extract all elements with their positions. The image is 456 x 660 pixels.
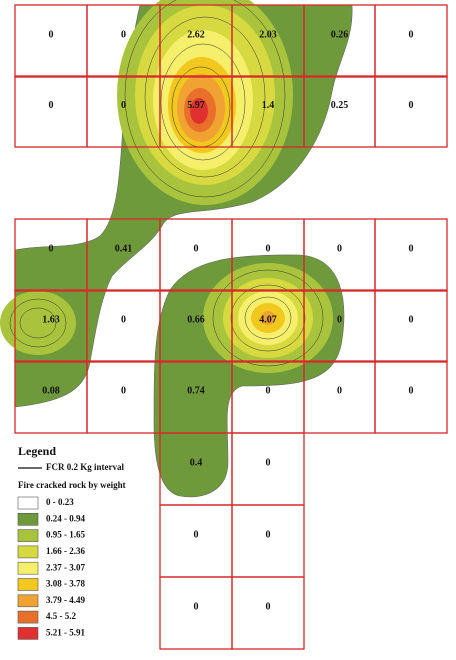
cell-value: 1.63 — [42, 314, 60, 325]
cell-value: 0 — [49, 29, 54, 40]
contour-lines — [9, 0, 324, 367]
grid: 0 0 2.62 2.03 0.26 0 0 0 5.97 1.4 0.25 0 0 0.41 0 0 0 0 1.… — [14, 4, 448, 650]
cell-value: 0 — [409, 29, 414, 40]
legend-classes: 0 - 0.23 0.24 - 0.94 0.95 - 1.65 1.66 - 2.3… — [17, 496, 85, 640]
legend-swatch — [17, 578, 39, 591]
legend-class-label: 2.37 - 3.07 — [46, 562, 85, 572]
cell-value: 0 — [409, 314, 414, 325]
legend-fill-title: Fire cracked rock by weight — [18, 480, 126, 490]
grid-cell — [374, 360, 448, 434]
legend-class-label: 3.08 - 3.78 — [46, 579, 85, 589]
cell-value: 0 — [409, 100, 414, 111]
cell-value: 0 — [266, 457, 271, 468]
grid-cell — [231, 576, 305, 650]
grid-cell — [159, 504, 233, 578]
grid-cell — [231, 504, 305, 578]
legend-class-label: 4.5 - 5.2 — [46, 611, 76, 621]
cell-value: 0 — [337, 243, 342, 254]
legend-line-label: FCR 0.2 Kg interval — [46, 462, 124, 472]
grid-cell — [14, 4, 88, 78]
cell-value: 0.74 — [187, 385, 205, 396]
cell-value: 0 — [49, 243, 54, 254]
cell-value: 0 — [121, 100, 126, 111]
cell-value: 0 — [121, 385, 126, 396]
cell-value: 0.66 — [187, 314, 205, 325]
cell-value: 0 — [409, 385, 414, 396]
legend-swatch — [17, 627, 39, 640]
cell-value: 0.08 — [42, 385, 60, 396]
cell-value: 0.25 — [331, 100, 349, 111]
cell-value: 0 — [266, 529, 271, 540]
cell-value: 0 — [337, 314, 342, 325]
legend-swatch — [17, 594, 39, 608]
grid-cell — [14, 75, 88, 148]
legend-swatch — [17, 512, 39, 526]
grid-cell — [374, 218, 448, 292]
legend-title: Legend — [18, 444, 56, 458]
legend-swatch — [17, 610, 39, 624]
cell-value: 0 — [194, 243, 199, 254]
cell-value: 5.97 — [187, 100, 205, 111]
grid-cell — [374, 4, 448, 78]
cell-value: 0 — [121, 29, 126, 40]
legend-class-label: 5.21 - 5.91 — [46, 627, 85, 637]
grid-cell — [231, 432, 305, 506]
cell-value: 0 — [266, 385, 271, 396]
cell-value: 0.26 — [331, 29, 349, 40]
legend-class-label: 0.24 - 0.94 — [46, 513, 85, 523]
contour-fill — [0, 0, 353, 498]
legend-class-label: 3.79 - 4.49 — [46, 595, 85, 605]
cell-value: 0 — [121, 314, 126, 325]
cell-value: 2.03 — [259, 29, 277, 40]
cell-value: 0 — [266, 601, 271, 612]
legend-swatch — [17, 496, 39, 510]
cell-value: 4.07 — [259, 314, 277, 325]
cell-value: 1.4 — [262, 100, 275, 111]
cell-value: 0 — [194, 601, 199, 612]
cell-value: 2.62 — [187, 29, 205, 40]
cell-value: 0 — [337, 385, 342, 396]
legend-class-label: 0.95 - 1.65 — [46, 530, 85, 540]
cell-value: 0 — [409, 243, 414, 254]
grid-cell — [374, 289, 448, 363]
grid-cell — [86, 360, 161, 434]
cell-value: 0.41 — [115, 243, 133, 254]
legend-swatch — [17, 545, 39, 559]
cell-value: 0 — [194, 529, 199, 540]
legend: Legend FCR 0.2 Kg interval Fire cracked … — [17, 444, 126, 640]
cell-value: 0 — [49, 100, 54, 111]
cell-value: 0.4 — [190, 457, 203, 468]
legend-class-label: 0 - 0.23 — [46, 497, 74, 507]
grid-cell — [159, 576, 233, 650]
cell-value: 0 — [266, 243, 271, 254]
grid-cell — [374, 75, 448, 148]
legend-swatch — [17, 561, 39, 575]
legend-class-label: 1.66 - 2.36 — [46, 546, 85, 556]
legend-swatch — [17, 529, 39, 542]
